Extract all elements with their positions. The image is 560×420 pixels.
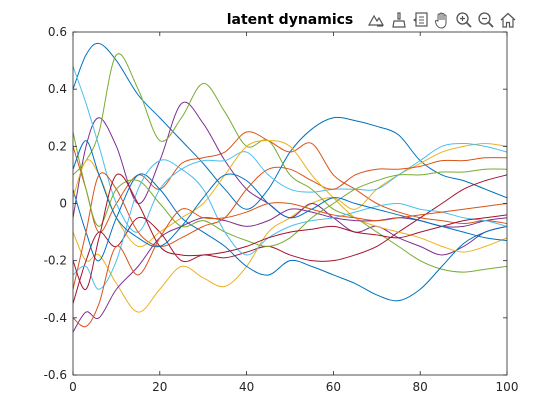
home-icon	[500, 12, 516, 28]
y-tick-label: -0.6	[44, 368, 67, 382]
home-button[interactable]	[498, 10, 518, 30]
brush-button[interactable]	[388, 10, 408, 30]
series-line-15	[73, 140, 507, 248]
series-line-8	[73, 173, 507, 302]
axes-toolbar	[366, 9, 518, 31]
x-tick-label: 60	[326, 380, 341, 394]
series-line-12	[73, 131, 507, 247]
datatip-icon	[413, 12, 428, 27]
x-axis: 0 20 40 60 80 100	[69, 32, 518, 394]
y-tick-label: 0	[59, 197, 67, 211]
y-tick-label: 0.6	[48, 25, 67, 39]
datatip-button[interactable]	[410, 10, 430, 30]
x-tick-label: 40	[239, 380, 254, 394]
x-tick-label: 100	[496, 380, 519, 394]
y-tick-label: 0.4	[48, 82, 67, 96]
series-line-13	[73, 159, 507, 290]
series-line-16	[73, 202, 507, 328]
series-line-9	[73, 157, 507, 290]
series-layer	[73, 42, 507, 333]
series-line-5	[73, 53, 507, 273]
chart-title: latent dynamics	[227, 12, 354, 28]
series-line-3	[73, 142, 507, 313]
x-tick-label: 0	[69, 380, 77, 394]
series-line-10	[73, 140, 507, 253]
zoom-in-icon	[456, 12, 472, 28]
export-icon	[367, 14, 385, 27]
export-button[interactable]	[366, 10, 386, 30]
zoom-out-button[interactable]	[476, 10, 496, 30]
series-line-14	[73, 173, 507, 290]
pan-icon	[434, 12, 447, 29]
y-tick-label: -0.4	[44, 311, 67, 325]
zoom-out-icon	[478, 12, 494, 28]
series-line-1	[73, 42, 507, 210]
zoom-in-button[interactable]	[454, 10, 474, 30]
x-tick-label: 20	[152, 380, 167, 394]
brush-icon	[392, 12, 406, 28]
y-tick-label: -0.2	[44, 254, 67, 268]
pan-button[interactable]	[432, 10, 452, 30]
y-axis: -0.6 -0.4 -0.2 0 0.2 0.4 0.6	[44, 25, 507, 382]
y-tick-label: 0.2	[48, 139, 67, 153]
x-tick-label: 80	[413, 380, 428, 394]
series-line-2	[73, 131, 507, 233]
